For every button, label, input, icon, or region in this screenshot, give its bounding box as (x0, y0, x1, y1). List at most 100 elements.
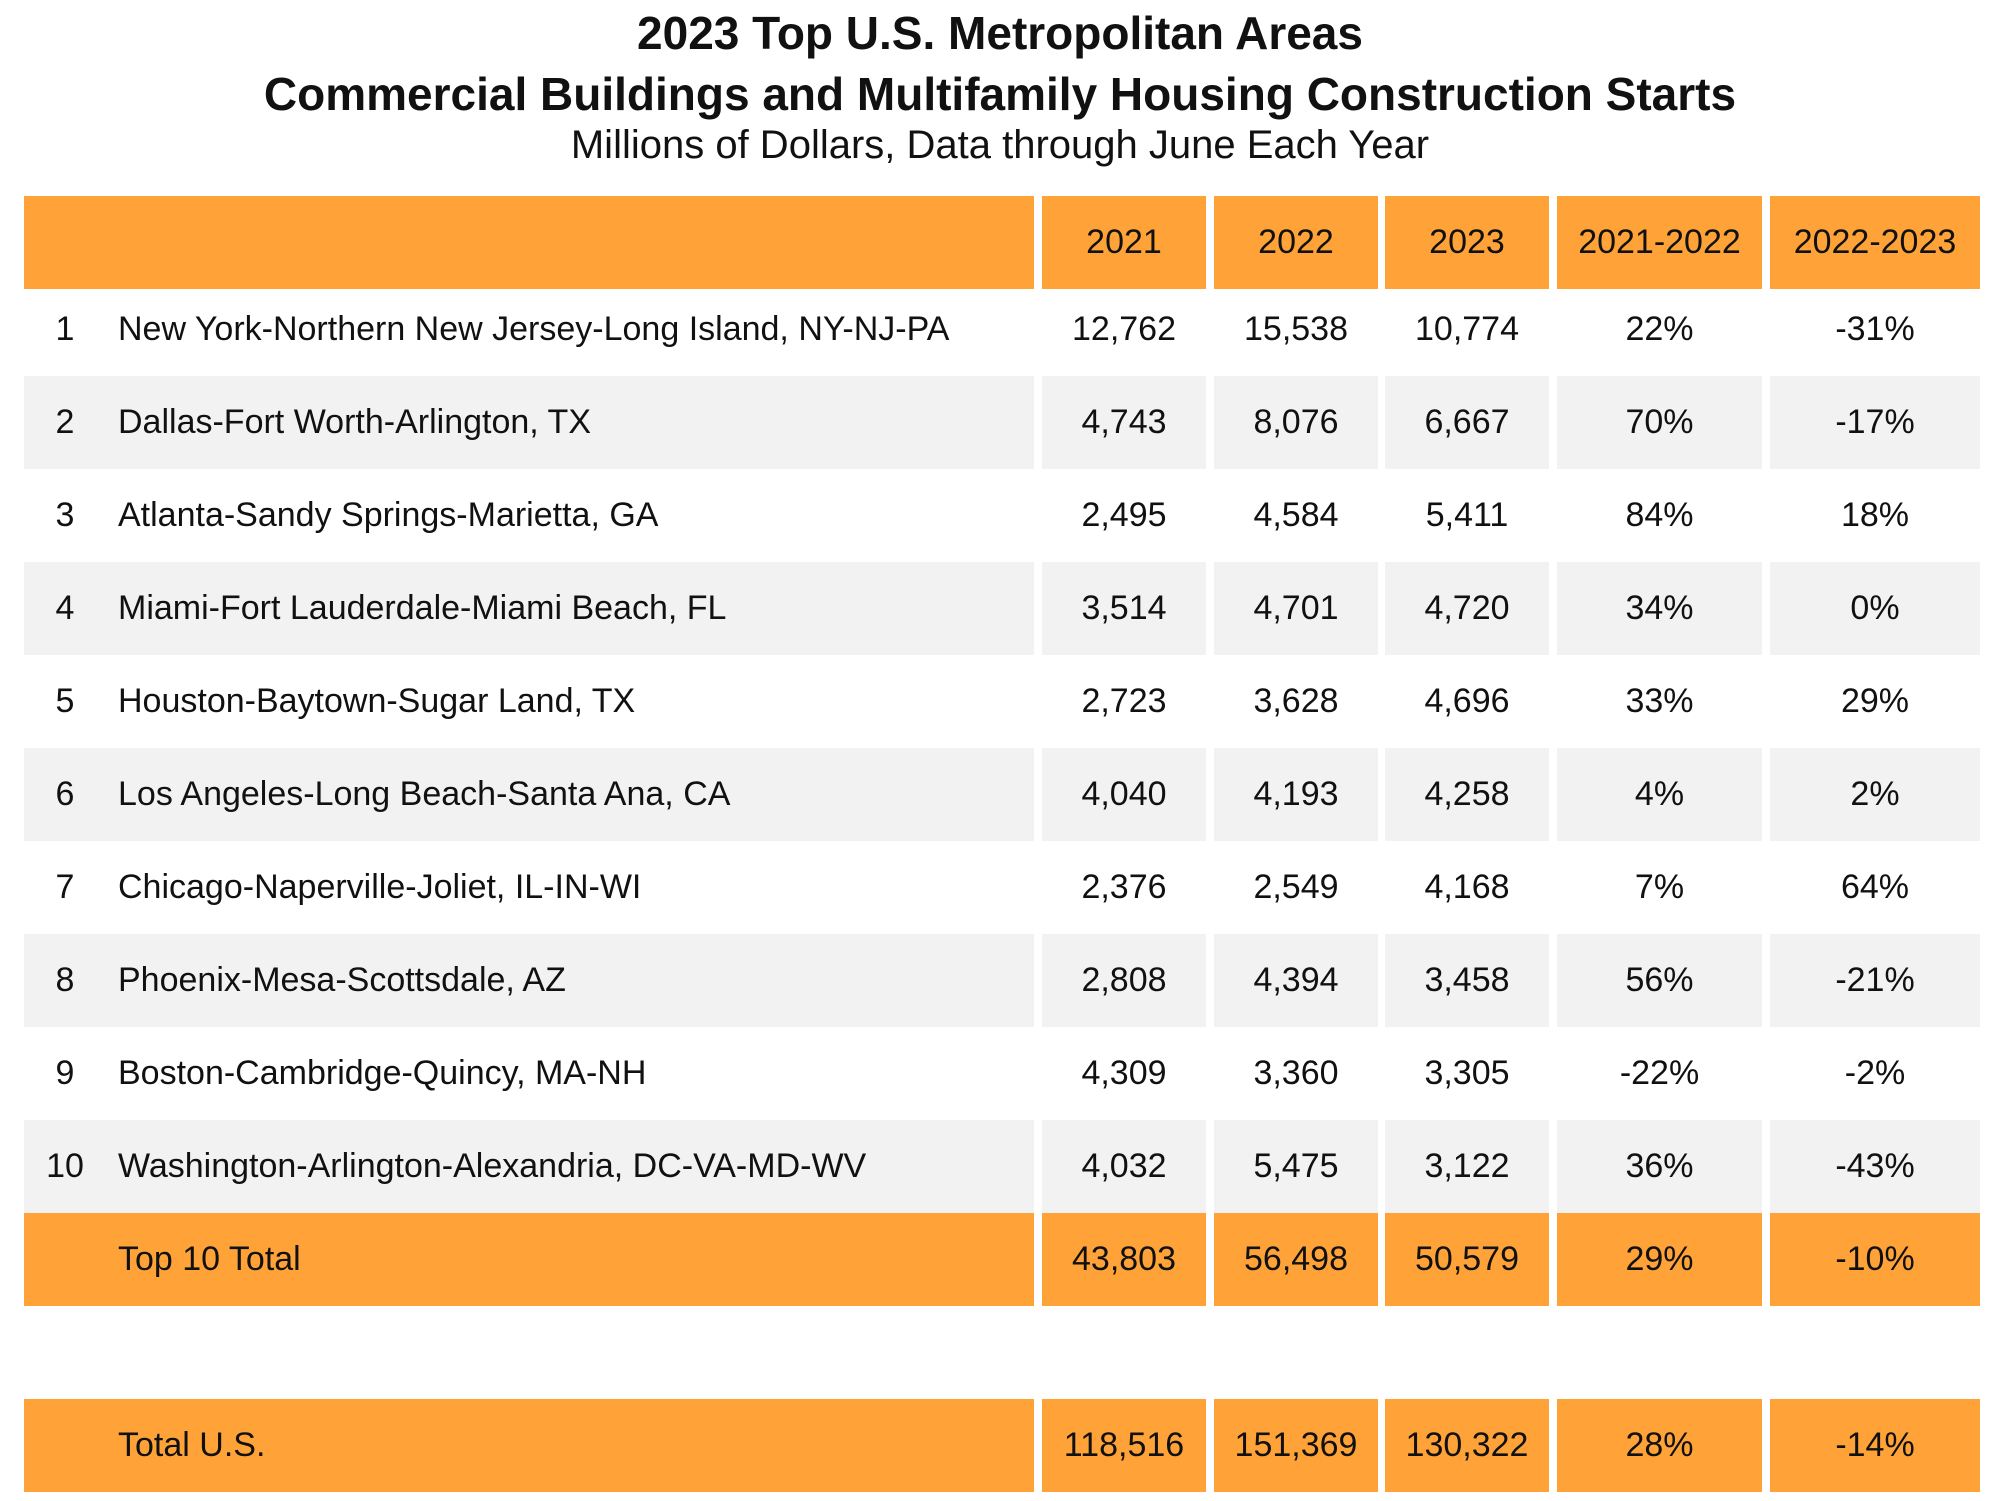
value-cell: 33% (1625, 682, 1694, 720)
total-value-cell: 151,369 (1234, 1426, 1358, 1464)
metro-name-cell: Miami-Fort Lauderdale-Miami Beach, FL (118, 589, 727, 627)
value-cell: 2,808 (1081, 961, 1167, 999)
metro-name-cell: New York-Northern New Jersey-Long Island… (118, 310, 950, 348)
metro-name-cell: Los Angeles-Long Beach-Santa Ana, CA (118, 775, 731, 813)
value-cell: -2% (1844, 1054, 1906, 1092)
total-band (1042, 1213, 1206, 1306)
rank-cell: 9 (55, 1054, 75, 1092)
value-cell: 4,309 (1081, 1054, 1167, 1092)
total-value-cell: 118,516 (1063, 1426, 1185, 1464)
title-line-2: Commercial Buildings and Multifamily Hou… (263, 68, 1737, 120)
row-band (1770, 934, 1980, 1027)
rank-cell: 10 (46, 1147, 84, 1185)
total-band (1770, 1399, 1980, 1492)
row-band (24, 748, 1034, 841)
title-line-1: 2023 Top U.S. Metropolitan Areas (637, 7, 1363, 59)
value-cell: 3,360 (1253, 1054, 1339, 1092)
rank-cell: 1 (55, 310, 75, 348)
value-cell: 4,258 (1424, 775, 1510, 813)
value-cell: 36% (1625, 1147, 1694, 1185)
total-value-cell: 43,803 (1072, 1240, 1176, 1278)
rank-cell: 8 (55, 961, 75, 999)
rank-cell: 6 (55, 775, 75, 813)
row-band (1385, 562, 1549, 655)
value-cell: 84% (1625, 496, 1694, 534)
rank-cell: 7 (55, 868, 75, 906)
metro-name-cell: Atlanta-Sandy Springs-Marietta, GA (118, 496, 659, 534)
value-cell: 29% (1840, 682, 1910, 720)
row-band (1042, 562, 1206, 655)
total-band (1214, 1213, 1378, 1306)
value-cell: 3,305 (1424, 1054, 1510, 1092)
value-cell: 5,475 (1253, 1147, 1339, 1185)
value-cell: 2,549 (1253, 868, 1339, 906)
row-band (1214, 1120, 1378, 1213)
metro-name-cell: Houston-Baytown-Sugar Land, TX (118, 682, 636, 720)
row-band (1557, 376, 1762, 469)
value-cell: 12,762 (1072, 310, 1176, 348)
value-cell: 4,040 (1081, 775, 1167, 813)
value-cell: 3,514 (1081, 589, 1167, 627)
value-cell: 3,122 (1424, 1147, 1510, 1185)
metro-name-cell: Washington-Arlington-Alexandria, DC-VA-M… (118, 1147, 867, 1185)
value-cell: 2,376 (1081, 868, 1167, 906)
row-band (1770, 748, 1980, 841)
total-value-cell: 29% (1625, 1240, 1694, 1278)
value-cell: 2% (1850, 775, 1900, 813)
value-cell: 4,720 (1424, 589, 1510, 627)
row-band (1385, 1120, 1549, 1213)
value-cell: 34% (1625, 589, 1694, 627)
header-cell (24, 196, 1034, 289)
total-value-cell: -10% (1835, 1240, 1915, 1278)
row-band (1385, 934, 1549, 1027)
row-band (1770, 562, 1980, 655)
value-cell: 4,696 (1424, 682, 1510, 720)
value-cell: 56% (1625, 961, 1694, 999)
row-band (1214, 748, 1378, 841)
total-band (1557, 1213, 1762, 1306)
total-band (24, 1213, 1034, 1306)
value-cell: 2,723 (1081, 682, 1167, 720)
value-cell: 4,394 (1253, 961, 1339, 999)
value-cell: 3,458 (1424, 961, 1510, 999)
row-band (24, 562, 1034, 655)
row-band (1557, 934, 1762, 1027)
row-band (24, 376, 1034, 469)
total-band (1042, 1399, 1206, 1492)
value-cell: 5,411 (1425, 496, 1509, 534)
value-cell: -31% (1835, 310, 1915, 348)
value-cell: 7% (1634, 868, 1685, 906)
row-band (1385, 376, 1549, 469)
total-band (1770, 1213, 1980, 1306)
total-band (1214, 1399, 1378, 1492)
value-cell: 64% (1840, 868, 1910, 906)
rank-cell: 3 (55, 496, 75, 534)
value-cell: 18% (1840, 496, 1910, 534)
value-cell: 4,032 (1081, 1147, 1167, 1185)
value-cell: 2,495 (1081, 496, 1167, 534)
total-value-cell: 50,579 (1415, 1240, 1519, 1278)
value-cell: 22% (1625, 310, 1694, 348)
rank-cell: 2 (55, 403, 75, 441)
value-cell: 4% (1634, 775, 1685, 813)
total-band (1385, 1399, 1549, 1492)
row-band (1770, 376, 1980, 469)
row-band (1042, 748, 1206, 841)
header-cell: 2022-2023 (1770, 196, 1980, 289)
total-value-cell: 28% (1625, 1426, 1694, 1464)
row-band (1214, 934, 1378, 1027)
row-band (1385, 748, 1549, 841)
value-cell: 4,193 (1253, 775, 1339, 813)
value-cell: 6,667 (1424, 403, 1510, 441)
value-cell: 4,584 (1253, 496, 1339, 534)
row-band (24, 934, 1034, 1027)
header-cell: 2021 (1042, 196, 1206, 289)
total-value-cell: -14% (1835, 1426, 1915, 1464)
row-band (1770, 1120, 1980, 1213)
total-band (1385, 1213, 1549, 1306)
total-band (24, 1399, 1034, 1492)
total-value-cell: 56,498 (1244, 1240, 1348, 1278)
metro-name-cell: Boston-Cambridge-Quincy, MA-NH (118, 1054, 647, 1092)
row-band (1042, 1120, 1206, 1213)
row-band (1042, 376, 1206, 469)
